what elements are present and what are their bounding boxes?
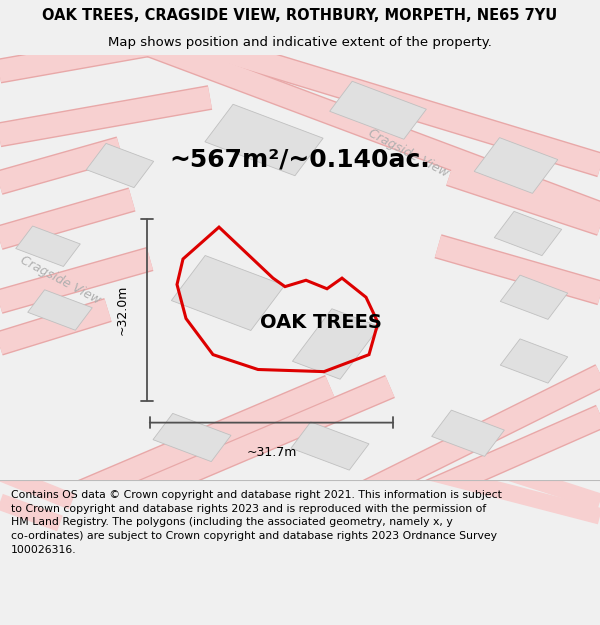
Polygon shape	[494, 211, 562, 256]
Polygon shape	[431, 410, 505, 456]
Polygon shape	[28, 290, 92, 330]
Text: ~567m²/~0.140ac.: ~567m²/~0.140ac.	[170, 147, 430, 171]
Polygon shape	[500, 339, 568, 383]
Polygon shape	[291, 422, 369, 470]
Polygon shape	[500, 275, 568, 319]
Polygon shape	[474, 138, 558, 193]
Polygon shape	[172, 256, 284, 331]
Text: Cragside View: Cragside View	[365, 126, 451, 179]
Polygon shape	[205, 104, 323, 176]
Polygon shape	[86, 143, 154, 188]
Polygon shape	[153, 413, 231, 462]
Polygon shape	[292, 309, 380, 379]
Polygon shape	[329, 81, 427, 139]
Polygon shape	[16, 226, 80, 266]
Text: ~32.0m: ~32.0m	[116, 285, 129, 335]
Text: OAK TREES: OAK TREES	[260, 313, 382, 332]
Text: OAK TREES, CRAGSIDE VIEW, ROTHBURY, MORPETH, NE65 7YU: OAK TREES, CRAGSIDE VIEW, ROTHBURY, MORP…	[43, 8, 557, 23]
Text: Cragside View: Cragside View	[17, 254, 103, 307]
Text: Contains OS data © Crown copyright and database right 2021. This information is : Contains OS data © Crown copyright and d…	[11, 490, 502, 554]
Text: ~31.7m: ~31.7m	[247, 446, 296, 459]
Text: Map shows position and indicative extent of the property.: Map shows position and indicative extent…	[108, 36, 492, 49]
